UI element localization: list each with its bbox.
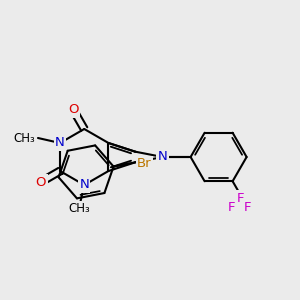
Text: N: N: [55, 136, 65, 149]
Text: F: F: [244, 201, 251, 214]
Text: CH₃: CH₃: [68, 202, 90, 215]
Text: Br: Br: [137, 157, 152, 170]
Text: N: N: [158, 151, 167, 164]
Text: O: O: [36, 176, 46, 188]
Text: CH₃: CH₃: [13, 131, 35, 145]
Text: N: N: [80, 178, 89, 191]
Text: F: F: [237, 192, 244, 205]
Text: F: F: [228, 201, 236, 214]
Text: O: O: [68, 103, 79, 116]
